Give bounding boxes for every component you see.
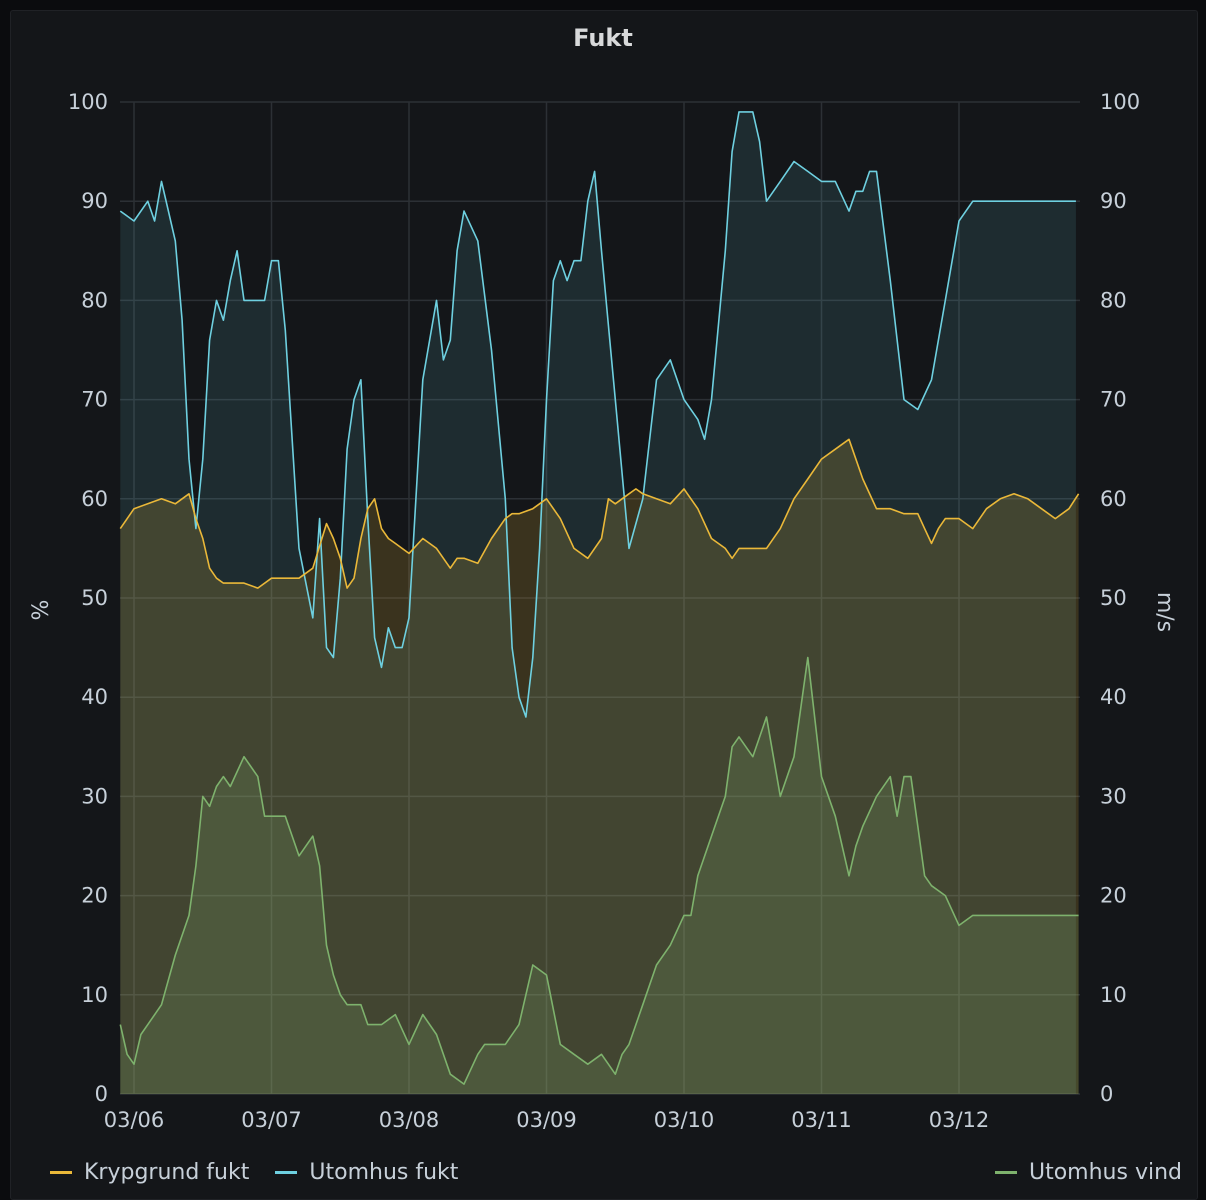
y-axis-right-label: m/s — [1152, 592, 1177, 632]
legend-label-krypgrund: Krypgrund fukt — [84, 1159, 250, 1185]
y-tick-left-label: 0 — [95, 1082, 108, 1106]
legend-right: Utomhus vind — [994, 1157, 1182, 1187]
y-tick-left-label: 80 — [81, 288, 108, 312]
x-tick-label: 03/09 — [516, 1108, 577, 1132]
legend-swatch-krypgrund — [50, 1170, 72, 1174]
y-axis-left-label: % — [29, 600, 54, 621]
y-tick-right-label: 40 — [1100, 685, 1127, 709]
y-tick-left-label: 30 — [81, 784, 108, 808]
y-tick-right-label: 90 — [1100, 189, 1127, 213]
x-tick-label: 03/08 — [379, 1108, 440, 1132]
y-axis-right: 0 10 20 30 40 50 60 70 80 90 100 — [1100, 90, 1140, 1106]
panel — [10, 10, 1198, 1200]
legend-label-utomhus-fukt: Utomhus fukt — [309, 1159, 459, 1185]
y-tick-right-label: 60 — [1100, 487, 1127, 511]
x-axis: 03/06 03/07 03/08 03/09 03/10 03/11 03/12 — [104, 1108, 990, 1132]
y-tick-left-label: 10 — [81, 983, 108, 1007]
y-tick-right-label: 100 — [1100, 90, 1140, 114]
x-tick-label: 03/12 — [929, 1108, 990, 1132]
area-utomhus_vind — [120, 657, 1079, 1094]
x-tick-label: 03/06 — [104, 1108, 165, 1132]
legend-item-utomhus-fukt[interactable]: Utomhus fukt — [275, 1160, 458, 1185]
y-tick-right-label: 50 — [1100, 586, 1127, 610]
x-tick-label: 03/07 — [241, 1108, 302, 1132]
area-utomhus_fukt — [120, 111, 1076, 1094]
series-areas — [120, 111, 1079, 1094]
legend-label-utomhus-vind: Utomhus vind — [1028, 1159, 1182, 1185]
line-utomhus_vind — [119, 656, 1079, 1085]
y-axis-left: 0 10 20 30 40 50 60 70 80 90 100 — [68, 90, 108, 1106]
y-tick-right-label: 0 — [1100, 1082, 1113, 1106]
y-tick-left-label: 40 — [81, 685, 108, 709]
line-krypgrund — [119, 438, 1080, 589]
y-tick-right-label: 70 — [1100, 388, 1127, 412]
y-tick-left-label: 70 — [81, 388, 108, 412]
y-tick-right-label: 20 — [1100, 884, 1127, 908]
x-tick-label: 03/10 — [654, 1108, 715, 1132]
legend-item-krypgrund-fukt[interactable]: Krypgrund fukt — [50, 1160, 249, 1185]
area-krypgrund — [120, 439, 1079, 1094]
line-utomhus_fukt — [119, 111, 1076, 718]
legend-swatch-utomhus-fukt — [275, 1170, 298, 1174]
panel-title[interactable]: Fukt — [573, 24, 633, 52]
y-tick-left-label: 90 — [81, 189, 108, 213]
y-tick-left-label: 50 — [81, 586, 108, 610]
y-tick-right-label: 30 — [1100, 784, 1127, 808]
legend-swatch-utomhus-vind — [994, 1170, 1017, 1174]
x-tick-label: 03/11 — [791, 1108, 852, 1132]
y-tick-right-label: 10 — [1100, 983, 1127, 1007]
y-tick-right-label: 80 — [1100, 288, 1127, 312]
y-tick-left-label: 100 — [68, 90, 108, 114]
series-lines — [119, 111, 1080, 1085]
y-tick-left-label: 20 — [81, 884, 108, 908]
y-tick-left-label: 60 — [81, 487, 108, 511]
grid — [120, 101, 1080, 1095]
legend-left: Krypgrund fukt Utomhus fukt — [50, 1157, 484, 1187]
legend-item-utomhus-vind[interactable]: Utomhus vind — [994, 1159, 1182, 1185]
